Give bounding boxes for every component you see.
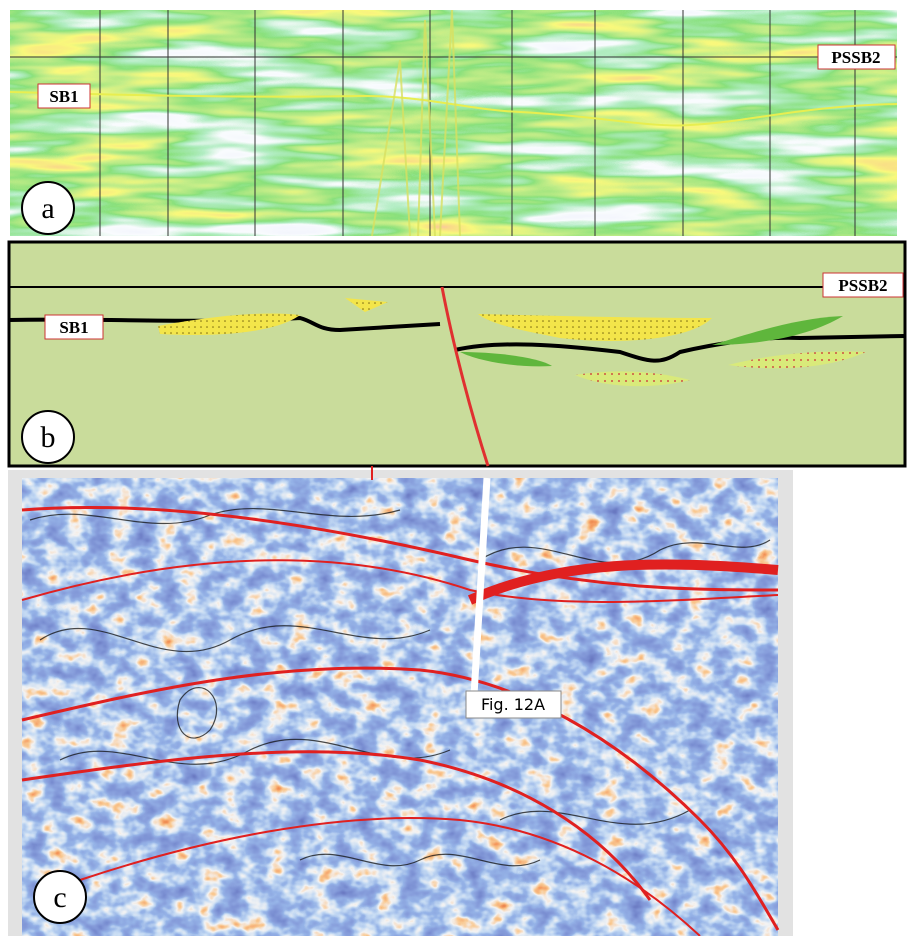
attribute-map [22,478,778,936]
horizon-label: SB1 [49,87,78,106]
figure: SB1 PSSB2 a SB1 PSSB2 b [0,0,907,936]
panel-letter: b [41,421,56,454]
panel-a: SB1 PSSB2 a [10,10,897,236]
horizon-label: SB1 [59,318,88,337]
panel-letter: c [53,881,66,914]
horizon-label: PSSB2 [838,276,887,295]
section-label: Fig. 12A [481,695,545,714]
panel-letter: a [41,192,54,225]
panel-c: Fig. 12A c [8,466,793,936]
panel-b: SB1 PSSB2 b [9,242,905,466]
horizon-label: PSSB2 [831,48,880,67]
figure-canvas: SB1 PSSB2 a SB1 PSSB2 b [0,0,907,936]
